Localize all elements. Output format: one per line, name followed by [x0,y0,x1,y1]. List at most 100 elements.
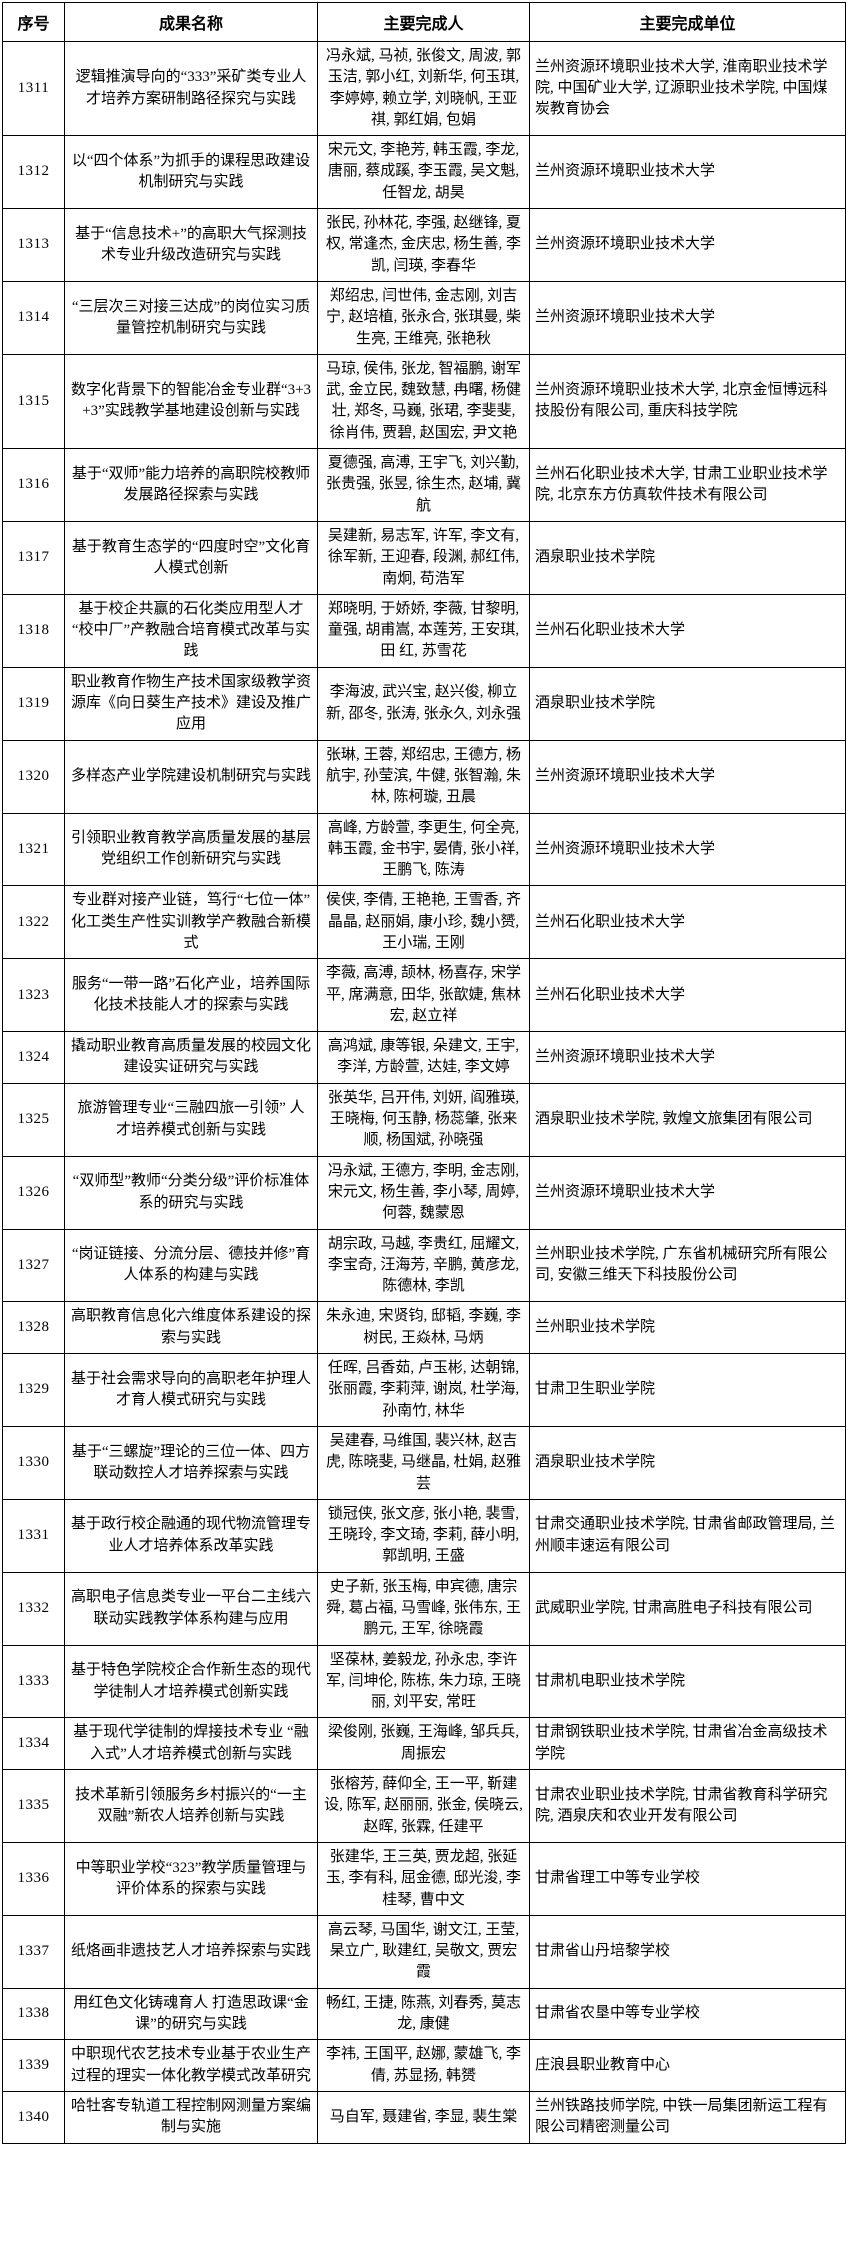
cell-main-contributors: 马琼, 侯伟, 张龙, 智福鹏, 谢军武, 金立民, 魏致慧, 冉曙, 杨健壮,… [317,353,530,450]
cell-main-contributors: 高云琴, 马国华, 谢文江, 王莹, 杲立广, 耿建红, 吴敬文, 贾宏霞 [317,1914,530,1989]
cell-achievement-title: 以“四个体系”为抓手的课程思政建设机制研究与实践 [64,135,318,210]
cell-main-units: 兰州资源环境职业技术大学 [529,208,846,282]
cell-achievement-title: 撬动职业教育高质量发展的校园文化建设实证研究与实践 [64,1031,318,1084]
cell-achievement-title: 技术革新引领服务乡村振兴的“一主双融”新农人培养创新与实践 [64,1769,318,1843]
cell-serial-number: 1324 [2,1031,65,1084]
cell-main-contributors: 马自军, 聂建省, 李显, 裴生棠 [317,2090,530,2144]
cell-main-units: 酒泉职业技术学院 [529,520,846,595]
cell-serial-number: 1314 [2,280,65,355]
table-row: 1335 技术革新引领服务乡村振兴的“一主双融”新农人培养创新与实践 张榕芳, 薛仰… [2,1769,846,1843]
table-row: 1339 中职现代农艺技术专业基于农业生产过程的理实一体化教学模式改革研究 李祎, … [2,2039,846,2092]
cell-achievement-title: 旅游管理专业“三融四旅一引领” 人才培养模式创新与实践 [64,1082,318,1157]
cell-achievement-title: 基于“双师”能力培养的高职院校教师发展路径探索与实践 [64,448,318,522]
cell-main-units: 庄浪县职业教育中心 [529,2039,846,2092]
cell-serial-number: 1315 [2,353,65,450]
table-row: 1323 服务“一带一路”石化产业，培养国际化技术技能人才的探索与实践 李薇, 高溥… [2,958,846,1033]
cell-main-contributors: 张民, 孙林花, 李强, 赵继锋, 夏权, 常逢杰, 金庆忠, 杨生善, 李凯,… [317,208,530,282]
cell-serial-number: 1337 [2,1914,65,1989]
cell-achievement-title: “双师型”教师“分类分级”评价标准体系的研究与实践 [64,1155,318,1230]
cell-main-contributors: 吴建春, 马维国, 裴兴林, 赵吉虎, 陈晓斐, 马继晶, 杜娟, 赵雅芸 [317,1425,530,1500]
cell-serial-number: 1336 [2,1841,65,1916]
cell-main-units: 兰州职业技术学院 [529,1301,846,1355]
cell-main-units: 武威职业学院, 甘肃高胜电子科技有限公司 [529,1571,846,1646]
cell-main-units: 兰州资源环境职业技术大学 [529,1155,846,1230]
table-row: 1336 中等职业学校“323”教学质量管理与评价体系的探索与实践 张建华, 王三英… [2,1841,846,1916]
cell-main-units: 兰州铁路技师学院, 中铁一局集团新运工程有限公司精密测量公司 [529,2090,846,2144]
cell-achievement-title: 哈牡客专轨道工程控制网测量方案编制与实施 [64,2090,318,2144]
cell-achievement-title: 基于校企共赢的石化类应用型人才“校中厂”产教融合培育模式改革与实践 [64,593,318,668]
cell-serial-number: 1335 [2,1769,65,1843]
cell-main-contributors: 高峰, 方龄萱, 李更生, 何全亮, 韩玉霞, 金书宇, 晏倩, 张小祥, 王鹏… [317,812,530,887]
cell-serial-number: 1321 [2,812,65,887]
table-row: 1331 基于政行校企融通的现代物流管理专业人才培养体系改革实践 锁冠侠, 张文彦,… [2,1498,846,1573]
table-row: 1325 旅游管理专业“三融四旅一引领” 人才培养模式创新与实践 张英华, 吕开伟,… [2,1082,846,1157]
table-row: 1338 用红色文化铸魂育人 打造思政课“金课”的研究与实践 畅红, 王捷, 陈燕,… [2,1987,846,2041]
cell-serial-number: 1333 [2,1644,65,1719]
achievements-table: 序号 成果名称 主要完成人 主要完成单位 1311 逻辑推演导向的“333”采矿类… [2,2,846,2144]
table-row: 1322 专业群对接产业链，笃行“七位一体”化工类生产性实训教学产教融合新模式 侯侠… [2,885,846,960]
cell-serial-number: 1312 [2,135,65,210]
cell-achievement-title: 中职现代农艺技术专业基于农业生产过程的理实一体化教学模式改革研究 [64,2039,318,2092]
cell-achievement-title: 引领职业教育教学高质量发展的基层党组织工作创新研究与实践 [64,812,318,887]
cell-serial-number: 1311 [2,40,65,137]
cell-main-units: 甘肃机电职业技术学院 [529,1644,846,1719]
cell-main-contributors: 坚葆林, 姜毅龙, 孙永忠, 李许军, 闫坤伦, 陈栋, 朱力琼, 王晓丽, 刘… [317,1644,530,1719]
cell-main-contributors: 张建华, 王三英, 贾龙超, 张延玉, 李有科, 屈金德, 邸光浚, 李桂琴, … [317,1841,530,1916]
table-row: 1311 逻辑推演导向的“333”采矿类专业人才培养方案研制路径探究与实践 冯永斌,… [2,40,846,137]
table-row: 1330 基于“三螺旋”理论的三位一体、四方联动数控人才培养探索与实践 吴建春, 马… [2,1425,846,1500]
cell-main-contributors: 畅红, 王捷, 陈燕, 刘春秀, 莫志龙, 康健 [317,1987,530,2041]
table-row: 1332 高职电子信息类专业一平台二主线六联动实践教学体系构建与应用 史子新, 张玉… [2,1571,846,1646]
col-header-units: 主要完成单位 [529,2,846,42]
cell-main-units: 兰州石化职业技术大学 [529,958,846,1033]
cell-main-units: 甘肃交通职业技术学院, 甘肃省邮政管理局, 兰州顺丰速运有限公司 [529,1498,846,1573]
cell-serial-number: 1329 [2,1353,65,1427]
cell-main-contributors: 宋元文, 李艳芳, 韩玉霞, 李龙, 唐丽, 蔡成蹊, 李玉霞, 吴文魁, 任智… [317,135,530,210]
cell-achievement-title: 高职教育信息化六维度体系建设的探索与实践 [64,1301,318,1355]
cell-main-contributors: 锁冠侠, 张文彦, 张小艳, 裴雪, 王晓玲, 李文琦, 李莉, 薛小明, 郭凯… [317,1498,530,1573]
table-row: 1316 基于“双师”能力培养的高职院校教师发展路径探索与实践 夏德强, 高溥, 王… [2,448,846,522]
table-row: 1328 高职教育信息化六维度体系建设的探索与实践 朱永迪, 宋贤钧, 邸韬, 李巍… [2,1301,846,1355]
cell-main-contributors: 李祎, 王国平, 赵娜, 蒙雄飞, 李倩, 苏显扬, 韩赟 [317,2039,530,2092]
table-row: 1333 基于特色学院校企合作新生态的现代学徒制人才培养模式创新实践 坚葆林, 姜毅… [2,1644,846,1719]
cell-achievement-title: 服务“一带一路”石化产业，培养国际化技术技能人才的探索与实践 [64,958,318,1033]
table-row: 1313 基于“信息技术+”的高职大气探测技术专业升级改造研究与实践 张民, 孙林花… [2,208,846,282]
cell-main-units: 兰州资源环境职业技术大学 [529,135,846,210]
cell-serial-number: 1317 [2,520,65,595]
cell-main-contributors: 冯永斌, 马祯, 张俊文, 周波, 郭玉洁, 郭小红, 刘新华, 何玉琪, 李婷… [317,40,530,137]
cell-main-contributors: 夏德强, 高溥, 王宇飞, 刘兴勤, 张贵强, 张昱, 徐生杰, 赵埔, 冀航 [317,448,530,522]
cell-achievement-title: 中等职业学校“323”教学质量管理与评价体系的探索与实践 [64,1841,318,1916]
table-row: 1334 基于现代学徒制的焊接技术专业 “融入式”人才培养模式创新与实践 梁俊刚, … [2,1717,846,1771]
cell-serial-number: 1316 [2,448,65,522]
cell-main-units: 兰州石化职业技术大学 [529,885,846,960]
table-row: 1329 基于社会需求导向的高职老年护理人才育人模式研究与实践 任晖, 吕香茹, 卢… [2,1353,846,1427]
cell-main-contributors: 冯永斌, 王德方, 李明, 金志刚, 宋元文, 杨生善, 李小琴, 周婷, 何蓉… [317,1155,530,1230]
cell-main-units: 兰州资源环境职业技术大学 [529,739,846,814]
col-header-people: 主要完成人 [317,2,530,42]
cell-main-units: 兰州资源环境职业技术大学, 淮南职业技术学院, 中国矿业大学, 辽源职业技术学院… [529,40,846,137]
table-row: 1340 哈牡客专轨道工程控制网测量方案编制与实施 马自军, 聂建省, 李显, 裴生… [2,2090,846,2144]
cell-serial-number: 1339 [2,2039,65,2092]
cell-achievement-title: 用红色文化铸魂育人 打造思政课“金课”的研究与实践 [64,1987,318,2041]
table-row: 1326 “双师型”教师“分类分级”评价标准体系的研究与实践 冯永斌, 王德方, 李… [2,1155,846,1230]
cell-serial-number: 1313 [2,208,65,282]
cell-main-contributors: 胡宗政, 马越, 李贵红, 屈耀文, 李宝奇, 汪海芳, 辛鹏, 黄彦龙, 陈德… [317,1228,530,1303]
cell-achievement-title: 多样态产业学院建设机制研究与实践 [64,739,318,814]
cell-achievement-title: 基于教育生态学的“四度时空”文化育人模式创新 [64,520,318,595]
table-row: 1317 基于教育生态学的“四度时空”文化育人模式创新 吴建新, 易志军, 许军, … [2,520,846,595]
cell-main-contributors: 高鸿斌, 康等银, 朵建文, 王宇, 李洋, 方龄萱, 达娃, 李文婷 [317,1031,530,1084]
cell-main-units: 酒泉职业技术学院 [529,1425,846,1500]
table-body: 1311 逻辑推演导向的“333”采矿类专业人才培养方案研制路径探究与实践 冯永斌,… [2,40,846,2144]
cell-serial-number: 1323 [2,958,65,1033]
cell-achievement-title: “岗证链接、分流分层、德技并修”育人体系的构建与实践 [64,1228,318,1303]
cell-main-units: 兰州职业技术学院, 广东省机械研究所有限公司, 安徽三维天下科技股份公司 [529,1228,846,1303]
cell-serial-number: 1320 [2,739,65,814]
cell-achievement-title: 基于特色学院校企合作新生态的现代学徒制人才培养模式创新实践 [64,1644,318,1719]
cell-main-contributors: 朱永迪, 宋贤钧, 邸韬, 李巍, 李树民, 王焱林, 马炳 [317,1301,530,1355]
cell-serial-number: 1340 [2,2090,65,2144]
header-row: 序号 成果名称 主要完成人 主要完成单位 [2,2,846,42]
col-header-title: 成果名称 [64,2,318,42]
cell-main-units: 甘肃农业职业技术学院, 甘肃省教育科学研究院, 酒泉庆和农业开发有限公司 [529,1769,846,1843]
cell-main-contributors: 郑绍忠, 闫世伟, 金志刚, 刘吉宁, 赵培植, 张永合, 张琪曼, 柴生亮, … [317,280,530,355]
cell-serial-number: 1319 [2,666,65,741]
cell-main-contributors: 任晖, 吕香茹, 卢玉彬, 达朝锦, 张丽霞, 李莉萍, 谢岚, 杜学海, 孙南… [317,1353,530,1427]
